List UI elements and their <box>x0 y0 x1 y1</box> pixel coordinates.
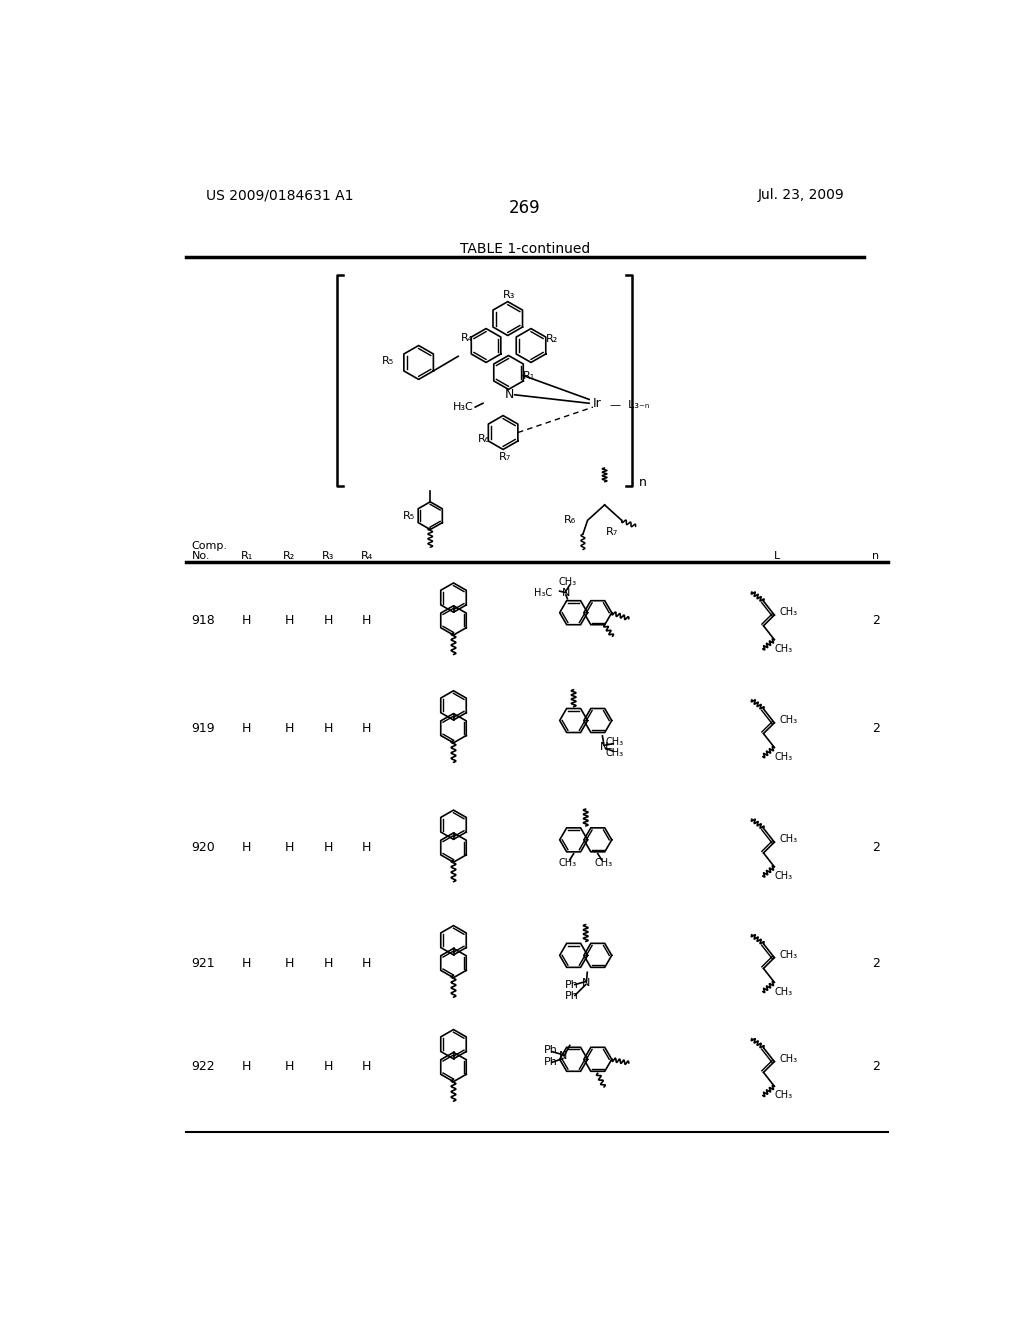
Text: R₁: R₁ <box>522 371 535 380</box>
Text: —  L₃₋ₙ: — L₃₋ₙ <box>609 400 649 409</box>
Text: 922: 922 <box>191 1060 215 1073</box>
Text: R₇: R₇ <box>606 527 618 537</box>
Text: CH₃: CH₃ <box>774 751 793 762</box>
Text: Comp.: Comp. <box>191 541 227 550</box>
Text: R₂: R₂ <box>283 550 295 561</box>
Text: H: H <box>285 722 294 735</box>
Text: 2: 2 <box>872 957 880 970</box>
Text: 920: 920 <box>191 841 215 854</box>
Text: 919: 919 <box>191 722 215 735</box>
Text: R₃: R₃ <box>503 289 515 300</box>
Text: CH₃: CH₃ <box>779 607 798 616</box>
Text: H: H <box>285 841 294 854</box>
Text: CH₃: CH₃ <box>774 1090 793 1101</box>
Text: H: H <box>324 722 333 735</box>
Text: H: H <box>324 614 333 627</box>
Text: CH₃: CH₃ <box>606 737 624 747</box>
Text: H₃C: H₃C <box>534 587 552 598</box>
Text: H: H <box>362 841 372 854</box>
Text: H: H <box>242 614 251 627</box>
Text: 2: 2 <box>872 841 880 854</box>
Text: CH₃: CH₃ <box>558 577 577 587</box>
Text: H: H <box>362 722 372 735</box>
Text: H: H <box>324 841 333 854</box>
Text: R₅: R₅ <box>382 356 393 366</box>
Text: 269: 269 <box>509 199 541 218</box>
Text: H: H <box>285 957 294 970</box>
Text: CH₃: CH₃ <box>779 834 798 843</box>
Text: R₇: R₇ <box>499 453 511 462</box>
Text: R₅: R₅ <box>402 511 415 520</box>
Text: R₄: R₄ <box>360 550 373 561</box>
Text: US 2009/0184631 A1: US 2009/0184631 A1 <box>206 189 353 202</box>
Text: No.: No. <box>191 550 210 561</box>
Text: Jul. 23, 2009: Jul. 23, 2009 <box>758 189 844 202</box>
Text: R₄: R₄ <box>461 333 473 343</box>
Text: CH₃: CH₃ <box>779 1053 798 1064</box>
Text: H: H <box>285 614 294 627</box>
Text: R₂: R₂ <box>546 334 558 345</box>
Text: Ph: Ph <box>565 991 579 1001</box>
Text: Ph: Ph <box>544 1057 557 1068</box>
Text: 2: 2 <box>872 722 880 735</box>
Text: H: H <box>242 722 251 735</box>
Text: CH₃: CH₃ <box>774 644 793 653</box>
Text: N: N <box>562 587 570 598</box>
Text: CH₃: CH₃ <box>595 858 613 869</box>
Text: H: H <box>362 957 372 970</box>
Text: CH₃: CH₃ <box>558 858 577 869</box>
Text: L: L <box>774 550 780 561</box>
Text: N: N <box>600 742 608 751</box>
Text: H: H <box>242 1060 251 1073</box>
Text: H₃C: H₃C <box>453 403 473 412</box>
Text: R₆: R₆ <box>477 434 489 444</box>
Text: N: N <box>558 1051 567 1061</box>
Text: H: H <box>324 957 333 970</box>
Text: 918: 918 <box>191 614 215 627</box>
Text: CH₃: CH₃ <box>606 748 624 758</box>
Text: R₁: R₁ <box>241 550 253 561</box>
Text: CH₃: CH₃ <box>774 871 793 880</box>
Text: R₃: R₃ <box>322 550 334 561</box>
Text: H: H <box>362 614 372 627</box>
Text: Ph: Ph <box>565 979 579 990</box>
Text: n: n <box>872 550 880 561</box>
Text: N: N <box>582 978 590 989</box>
Text: H: H <box>242 957 251 970</box>
Text: CH₃: CH₃ <box>779 949 798 960</box>
Text: 2: 2 <box>872 614 880 627</box>
Text: 921: 921 <box>191 957 215 970</box>
Text: H: H <box>285 1060 294 1073</box>
Text: 2: 2 <box>872 1060 880 1073</box>
Text: H: H <box>242 841 251 854</box>
Text: N: N <box>505 388 514 401</box>
Text: CH₃: CH₃ <box>779 714 798 725</box>
Text: Ph: Ph <box>544 1045 557 1055</box>
Text: TABLE 1-continued: TABLE 1-continued <box>460 243 590 256</box>
Text: n: n <box>639 477 646 490</box>
Text: R₆: R₆ <box>563 515 575 525</box>
Text: CH₃: CH₃ <box>774 986 793 997</box>
Text: H: H <box>362 1060 372 1073</box>
Text: H: H <box>324 1060 333 1073</box>
Text: Ir: Ir <box>593 397 601 409</box>
